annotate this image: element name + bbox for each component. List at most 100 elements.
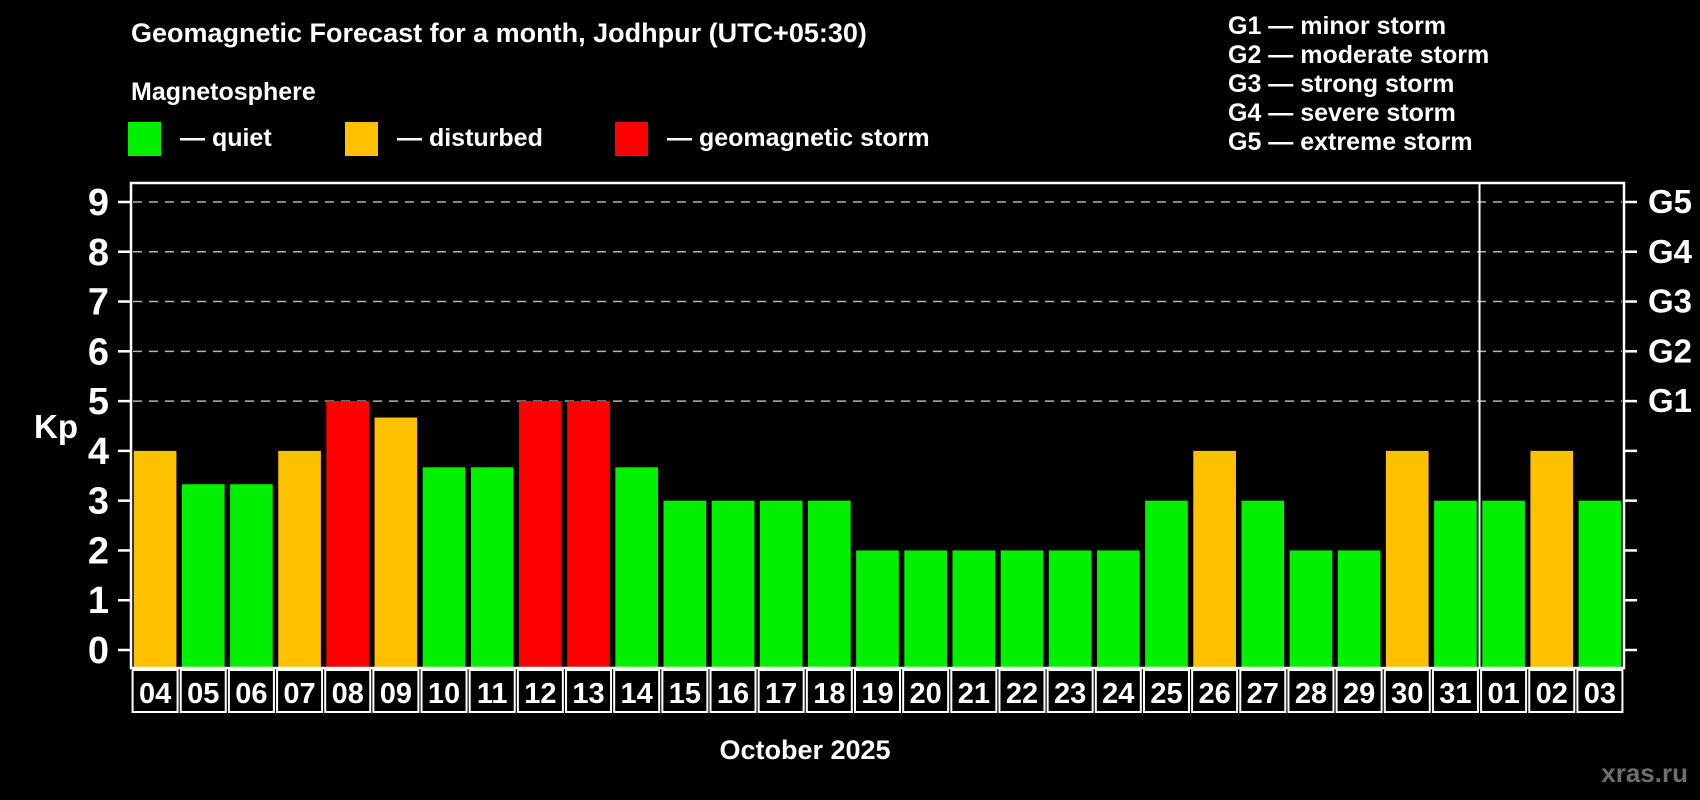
disturbed-color-swatch [345,121,378,156]
g-legend-line-g3: G3 — strong storm [1228,70,1455,98]
day-label-box-17 [757,669,805,713]
kp-bar-day-07 [278,450,321,667]
day-label-box-04 [131,669,179,713]
day-label-21: 21 [958,678,990,710]
kp-bar-day-31 [1434,500,1477,667]
kp-bar-day-27 [1241,500,1285,667]
kp-bar-day-14 [615,467,659,667]
kp-bar-day-21 [952,550,996,667]
kp-bar-day-08 [326,401,370,667]
day-label-12: 12 [524,678,556,710]
legend-label-disturbed: — disturbed [397,124,543,152]
kp-bar-day-28 [1289,550,1333,667]
day-label-08: 08 [332,678,364,710]
day-label-box-05 [179,669,227,713]
day-label-03: 03 [1584,678,1616,710]
day-label-16: 16 [717,678,749,710]
kp-bar-day-01 [1482,500,1525,667]
g-scale-legend: G1 — minor storm G2 — moderate storm G3 … [1228,12,1489,157]
day-label-box-24 [1094,669,1142,713]
day-label-box-20 [902,669,950,713]
plot-border [129,181,1626,670]
y-tick-label-1: 1 [88,580,109,622]
kp-bar-day-16 [711,500,755,667]
y-tick-label-6: 6 [88,331,109,373]
kp-bar-day-13 [567,401,610,667]
day-label-25: 25 [1150,678,1182,710]
kp-bar-day-09 [374,417,418,667]
y-tick-label-8: 8 [88,232,109,274]
kp-bar-day-18 [808,500,851,667]
kp-bar-day-12 [519,401,562,667]
kp-bar-day-30 [1385,450,1429,667]
kp-bar-day-20 [904,550,947,667]
kp-bar-day-06 [230,484,273,667]
chart-subtitle: Magnetosphere [131,78,316,106]
day-label-04: 04 [139,678,171,710]
page-title: Geomagnetic Forecast for a month, Jodhpu… [131,18,867,48]
legend-label-quiet: — quiet [180,124,272,152]
quiet-color-swatch [128,121,161,156]
x-axis-title: October 2025 [719,735,891,765]
y-tick-label-3: 3 [88,481,109,523]
kp-bar-day-02 [1530,450,1574,667]
day-label-box-10 [420,669,468,713]
day-label-box-27 [1239,669,1287,713]
day-label-20: 20 [910,678,942,710]
g-axis-label-g4: G4 [1648,233,1693,270]
day-label-13: 13 [572,678,604,710]
day-label-box-07 [276,669,324,713]
y-tick-label-0: 0 [88,630,109,672]
kp-bar-day-19 [856,550,899,667]
day-label-box-02 [1528,669,1576,713]
g-axis-label-g3: G3 [1648,283,1692,320]
kp-bar-day-25 [1145,500,1188,667]
legend-label-storm: — geomagnetic storm [667,124,930,152]
day-label-26: 26 [1198,678,1230,710]
day-label-box-09 [372,669,420,713]
day-label-02: 02 [1536,678,1568,710]
g-legend-line-g5: G5 — extreme storm [1228,128,1473,156]
storm-color-swatch [615,121,648,156]
day-label-box-12 [516,669,564,713]
day-label-01: 01 [1487,678,1519,710]
kp-bar-day-17 [759,500,803,667]
kp-bar-day-04 [133,450,177,667]
day-label-15: 15 [669,678,701,710]
day-label-07: 07 [283,678,315,710]
kp-bar-day-22 [1000,550,1044,667]
day-label-box-16 [709,669,757,713]
g-axis-label-g1: G1 [1648,382,1692,419]
day-label-06: 06 [235,678,267,710]
day-label-05: 05 [187,678,219,710]
day-label-14: 14 [621,678,653,710]
day-label-24: 24 [1102,678,1134,710]
day-label-box-31 [1431,669,1479,713]
kp-bar-day-11 [470,467,514,667]
kp-bar-day-05 [181,484,225,667]
day-label-09: 09 [380,678,412,710]
day-label-28: 28 [1295,678,1327,710]
day-label-box-03 [1576,669,1624,713]
day-label-box-25 [1142,669,1190,713]
day-label-box-28 [1287,669,1335,713]
day-label-box-21 [950,669,998,713]
y-tick-label-9: 9 [88,182,109,224]
day-label-box-01 [1480,669,1528,713]
y-tick-label-2: 2 [88,530,109,572]
day-label-box-18 [805,669,853,713]
g-legend-line-g2: G2 — moderate storm [1228,41,1490,69]
day-label-27: 27 [1247,678,1279,710]
day-label-30: 30 [1391,678,1423,710]
y-axis-title: Kp [34,408,78,445]
g-legend-line-g1: G1 — minor storm [1228,12,1447,40]
day-label-box-22 [998,669,1046,713]
day-label-23: 23 [1054,678,1086,710]
day-label-18: 18 [813,678,845,710]
kp-bar-day-10 [422,467,466,667]
day-label-box-26 [1191,669,1239,713]
day-label-10: 10 [428,678,460,710]
day-label-box-13 [565,669,613,713]
